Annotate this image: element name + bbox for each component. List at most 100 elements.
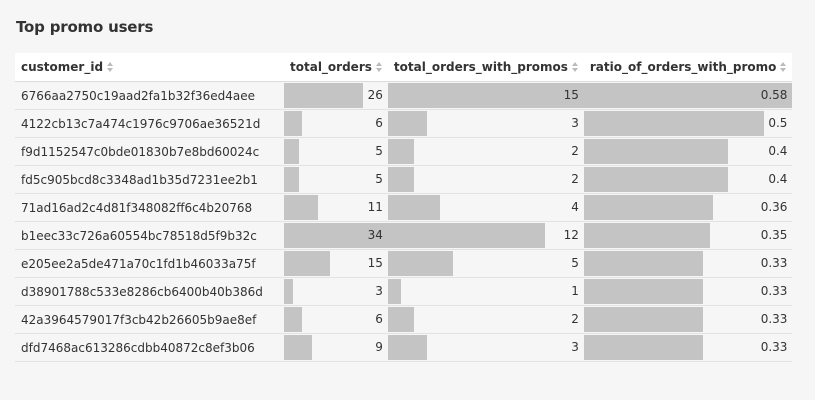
cell-value: 34	[367, 228, 383, 242]
cell-ratio-of-orders-with-promo: 0.4	[583, 165, 793, 194]
cell-value: 9	[375, 340, 383, 354]
cell-total-orders-with-promos: 3	[387, 333, 584, 362]
cell-value: 15	[367, 256, 383, 270]
cell-total-orders: 26	[284, 81, 388, 110]
table-row: e205ee2a5de471a70c1fd1b46033a75f 15 5 0.33	[15, 249, 793, 278]
data-bar	[583, 111, 764, 136]
table-row: dfd7468ac613286cdbb40872c8ef3b06 9 3 0.33	[15, 333, 793, 362]
cell-total-orders-with-promos: 5	[387, 249, 584, 278]
cell-total-orders: 3	[284, 277, 388, 306]
data-bar	[387, 279, 401, 304]
data-bar	[583, 335, 703, 360]
cell-total-orders: 5	[284, 165, 388, 194]
promo-users-table: customer_id total_orders total_orders_wi…	[15, 53, 793, 362]
column-header-label: total_orders_with_promos	[393, 60, 568, 74]
data-bar	[583, 251, 703, 276]
column-header-ratio-of-orders-with-promo[interactable]: ratio_of_orders_with_promo	[583, 53, 793, 82]
cell-total-orders-with-promos: 1	[387, 277, 584, 306]
cell-customer-id: e205ee2a5de471a70c1fd1b46033a75f	[15, 249, 284, 278]
cell-value: 5	[375, 144, 383, 158]
cell-ratio-of-orders-with-promo: 0.33	[583, 277, 793, 306]
cell-value: 3	[375, 284, 383, 298]
table-row: b1eec33c726a60554bc78518d5f9b32c 34 12 0.35	[15, 221, 793, 250]
data-bar	[284, 167, 300, 192]
table-row: 42a3964579017f3cb42b26605b9ae8ef 6 2 0.33	[15, 305, 793, 334]
cell-value: 1	[571, 284, 579, 298]
data-bar	[583, 223, 710, 248]
cell-value: 15	[563, 88, 579, 102]
cell-customer-id: b1eec33c726a60554bc78518d5f9b32c	[15, 221, 284, 250]
data-bar	[387, 335, 428, 360]
data-bar	[387, 167, 415, 192]
cell-value: 11	[367, 200, 383, 214]
sort-icon[interactable]	[780, 62, 787, 72]
column-header-customer-id[interactable]: customer_id	[15, 53, 284, 82]
data-bar	[284, 195, 318, 220]
data-bar	[387, 83, 584, 108]
cell-ratio-of-orders-with-promo: 0.5	[583, 109, 793, 138]
column-header-label: ratio_of_orders_with_promo	[589, 60, 777, 74]
column-header-label: total_orders	[290, 60, 372, 74]
cell-value: 0.35	[760, 228, 788, 242]
data-bar	[387, 195, 441, 220]
cell-value: 5	[375, 172, 383, 186]
cell-customer-id: 71ad16ad2c4d81f348082ff6c4b20768	[15, 193, 284, 222]
data-bar	[583, 139, 728, 164]
cell-value: 2	[571, 172, 579, 186]
cell-customer-id: fd5c905bcd8c3348ad1b35d7231ee2b1	[15, 165, 284, 194]
column-header-label: customer_id	[21, 60, 104, 74]
data-bar	[583, 279, 703, 304]
cell-total-orders: 34	[284, 221, 388, 250]
cell-ratio-of-orders-with-promo: 0.58	[583, 81, 793, 110]
table-row: f9d1152547c0bde01830b7e8bd60024c 5 2 0.4	[15, 137, 793, 166]
cell-customer-id: f9d1152547c0bde01830b7e8bd60024c	[15, 137, 284, 166]
cell-ratio-of-orders-with-promo: 0.33	[583, 249, 793, 278]
cell-customer-id: dfd7468ac613286cdbb40872c8ef3b06	[15, 333, 284, 362]
data-bar	[284, 223, 388, 248]
chart-title: Top promo users	[16, 18, 154, 36]
cell-value: 0.58	[760, 88, 788, 102]
table-row: 4122cb13c7a474c1976c9706ae36521d 6 3 0.5	[15, 109, 793, 138]
cell-total-orders-with-promos: 12	[387, 221, 584, 250]
cell-total-orders-with-promos: 2	[387, 305, 584, 334]
data-bar	[284, 307, 303, 332]
table-body: 6766aa2750c19aad2fa1b32f36ed4aee 26 15 0.58…	[15, 81, 793, 362]
cell-value: 0.4	[768, 172, 788, 186]
data-bar	[387, 307, 415, 332]
cell-value: 0.33	[760, 312, 788, 326]
sort-icon[interactable]	[375, 62, 382, 72]
cell-value: 6	[375, 312, 383, 326]
cell-value: 26	[367, 88, 383, 102]
cell-value: 2	[571, 312, 579, 326]
cell-value: 0.33	[760, 284, 788, 298]
cell-customer-id: 4122cb13c7a474c1976c9706ae36521d	[15, 109, 284, 138]
data-bar	[387, 251, 454, 276]
data-bar	[387, 139, 415, 164]
cell-value: 4	[571, 200, 579, 214]
cell-total-orders-with-promos: 3	[387, 109, 584, 138]
table-row: d38901788c533e8286cb6400b40b386d 3 1 0.33	[15, 277, 793, 306]
cell-total-orders: 9	[284, 333, 388, 362]
data-bar	[583, 195, 714, 220]
cell-customer-id: 6766aa2750c19aad2fa1b32f36ed4aee	[15, 81, 284, 110]
data-bar	[284, 83, 364, 108]
cell-value: 0.33	[760, 340, 788, 354]
column-header-total-orders[interactable]: total_orders	[284, 53, 388, 82]
data-bar	[284, 139, 300, 164]
cell-value: 0.36	[760, 200, 788, 214]
cell-value: 2	[571, 144, 579, 158]
data-bar	[387, 111, 428, 136]
data-bar	[284, 279, 294, 304]
data-bar	[583, 83, 793, 108]
column-header-total-orders-with-promos[interactable]: total_orders_with_promos	[387, 53, 584, 82]
cell-value: 3	[571, 116, 579, 130]
cell-total-orders: 6	[284, 305, 388, 334]
sort-icon[interactable]	[107, 62, 114, 72]
sort-icon[interactable]	[571, 62, 578, 72]
cell-total-orders-with-promos: 2	[387, 137, 584, 166]
cell-total-orders-with-promos: 15	[387, 81, 584, 110]
cell-ratio-of-orders-with-promo: 0.35	[583, 221, 793, 250]
cell-value: 5	[571, 256, 579, 270]
cell-value: 0.4	[768, 144, 788, 158]
cell-total-orders: 6	[284, 109, 388, 138]
